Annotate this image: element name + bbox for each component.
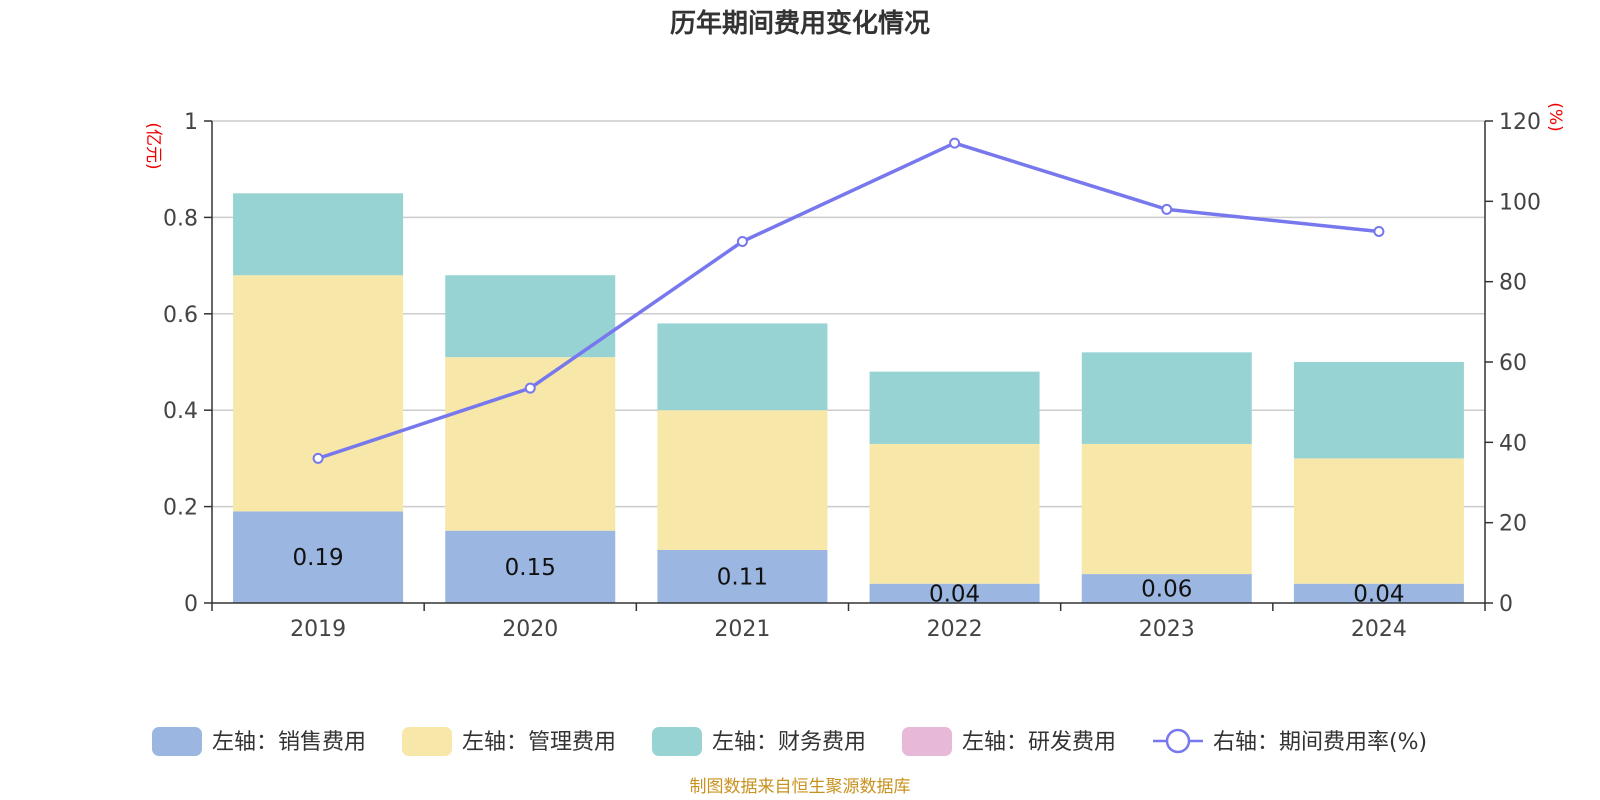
bar-segment (233, 193, 404, 276)
bar-segment (1081, 574, 1252, 603)
bar-segment (657, 549, 828, 603)
legend-label: 左轴：研发费用 (962, 730, 1116, 755)
bar-segment (445, 530, 616, 603)
right-tick-label: 60 (1499, 351, 1527, 376)
bar-data-label: 0.15 (505, 555, 556, 581)
right-tick-label: 20 (1499, 512, 1527, 537)
right-tick-label: 80 (1499, 271, 1527, 296)
left-tick-label: 0 (184, 592, 198, 617)
axes: 0 0.2 0.4 0.6 0.8 1 0 20 40 60 80 100 120 2019 2020 202… (163, 110, 1541, 642)
bar-data-label: 0.11 (717, 564, 768, 590)
legend-swatch (902, 727, 952, 756)
bar-series: 0.19 0.15 0.110.04 0.06 0.04 (233, 193, 1464, 607)
rate-point (312, 452, 324, 464)
bar-segment (1081, 443, 1252, 575)
bar-segment (657, 410, 828, 550)
bar-segment (233, 275, 404, 512)
legend: 左轴：销售费用 左轴：管理费用 左轴：财务费用 左轴：研发费用 右轴：期间费用率(%) (152, 727, 1427, 756)
right-tick-label: 120 (1499, 110, 1541, 135)
left-tick-label: 0.2 (163, 496, 198, 521)
source-note: 制图数据来自恒生聚源数据库 (690, 777, 911, 797)
rate-point (1373, 225, 1385, 237)
legend-label: 左轴：管理费用 (462, 730, 616, 755)
legend-label: 左轴：销售费用 (212, 730, 366, 755)
right-tick-label: 40 (1499, 431, 1527, 456)
legend-swatch (652, 727, 702, 756)
rate-point (949, 137, 961, 149)
left-tick-label: 0.6 (163, 303, 198, 328)
legend-marker-icon (1165, 728, 1191, 754)
rate-point (736, 236, 748, 247)
bar-data-label: 0.19 (292, 545, 343, 571)
bar-segment (1293, 362, 1464, 459)
x-tick-label: 2020 (502, 617, 558, 642)
x-tick-label: 2024 (1351, 617, 1407, 642)
x-tick-label: 2021 (714, 617, 770, 642)
bar-segment (1293, 458, 1464, 584)
right-axis-unit: (%) (1545, 102, 1565, 131)
left-tick-label: 0.4 (163, 399, 198, 424)
chart-title: 历年期间费用变化情况 (670, 8, 930, 39)
x-tick-label: 2023 (1139, 617, 1195, 642)
rate-line (317, 141, 1380, 461)
x-tick-label: 2019 (290, 617, 346, 642)
right-tick-label: 100 (1499, 190, 1541, 215)
rate-line-series (312, 137, 1385, 464)
legend-swatch (152, 727, 202, 756)
rate-point (1161, 203, 1173, 215)
right-tick-label: 0 (1499, 592, 1513, 617)
x-tick-label: 2022 (927, 617, 983, 642)
bar-segment (869, 371, 1040, 444)
bar-segment (869, 583, 1040, 603)
bar-data-label: 0.06 (1141, 577, 1192, 603)
bar-segment (869, 443, 1040, 584)
bar-segment (1293, 583, 1464, 603)
grid-lines (212, 120, 1485, 508)
bar-segment (233, 511, 404, 603)
rate-point (524, 382, 536, 394)
left-axis-unit: (亿元) (143, 122, 163, 169)
legend-label: 左轴：财务费用 (712, 730, 866, 755)
left-tick-label: 0.8 (163, 206, 198, 231)
bar-segment (1081, 352, 1252, 444)
legend-label: 右轴：期间费用率(%) (1213, 730, 1427, 755)
bar-segment (445, 275, 616, 358)
legend-swatch (402, 727, 452, 756)
bar-segment (657, 323, 828, 411)
left-tick-label: 1 (184, 110, 198, 135)
